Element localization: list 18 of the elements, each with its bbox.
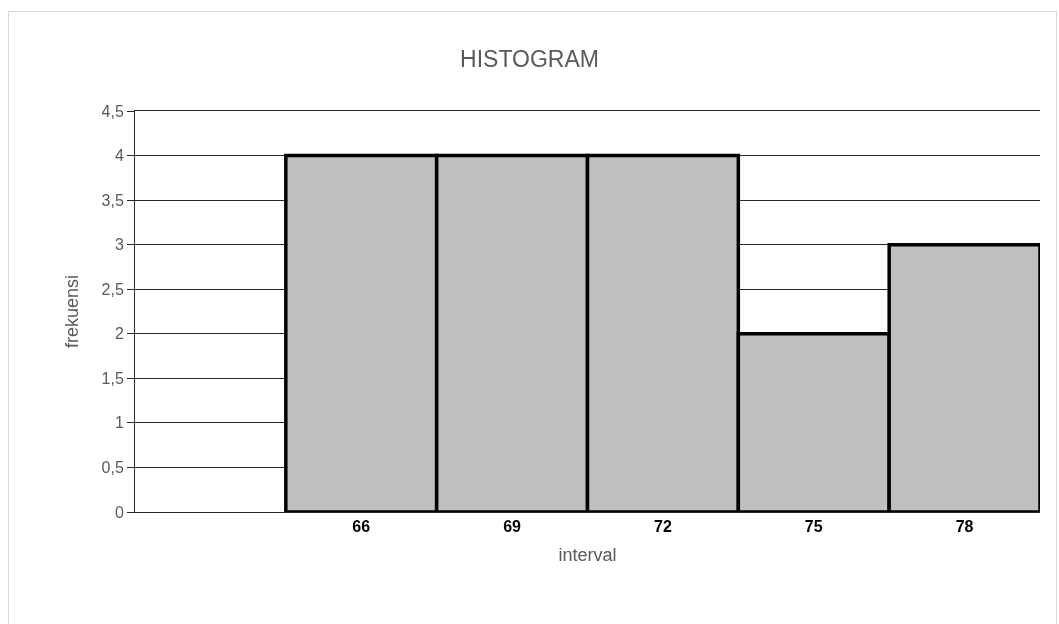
x-tick-label: 75 bbox=[804, 518, 823, 536]
x-tick-label: 78 bbox=[955, 518, 974, 536]
x-axis-title: interval bbox=[558, 545, 617, 566]
y-tick-label: 2,5 bbox=[101, 280, 124, 298]
y-tick-label: 4 bbox=[114, 147, 124, 165]
y-tick-label: 4,5 bbox=[101, 102, 124, 120]
y-tick-label: 0,5 bbox=[101, 459, 124, 477]
y-tick-label: 0 bbox=[114, 503, 124, 521]
y-axis-title: frekuensi bbox=[61, 274, 82, 349]
x-tick-label: 66 bbox=[352, 518, 371, 536]
x-tick-label: 72 bbox=[654, 518, 672, 536]
x-tick-label: 69 bbox=[503, 518, 522, 536]
y-tick-label: 2 bbox=[114, 325, 124, 343]
chart-title: HISTOGRAM bbox=[460, 46, 599, 73]
y-tick-label: 3 bbox=[114, 236, 124, 254]
y-tick-label: 3,5 bbox=[101, 191, 124, 209]
y-tick-label: 1,5 bbox=[101, 369, 124, 387]
y-tick-label: 1 bbox=[114, 414, 124, 432]
